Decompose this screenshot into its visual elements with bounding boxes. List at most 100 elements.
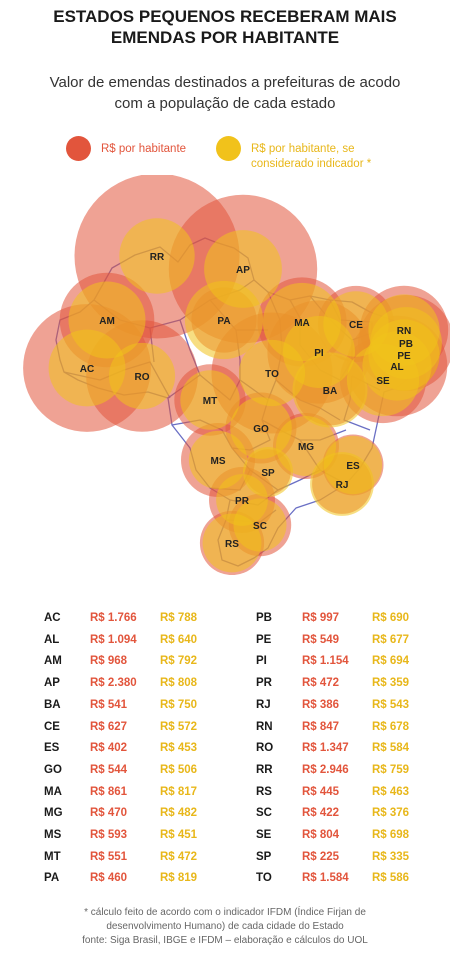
legend-yellow-swatch	[216, 136, 241, 161]
value-per-capita: R$ 225	[302, 850, 340, 863]
value-per-capita: R$ 593	[90, 829, 128, 841]
bubble-with-indicator-sp	[243, 447, 293, 497]
state-label-pi: PI	[314, 348, 324, 359]
state-label-rr: RR	[150, 252, 165, 263]
state-code: MS	[44, 829, 62, 841]
bubble-with-indicator-rr	[119, 218, 195, 294]
page-title: ESTADOS PEQUENOS RECEBERAM MAIS EMENDAS …	[0, 6, 450, 48]
value-with-indicator: R$ 677	[372, 633, 410, 646]
value-per-capita: R$ 968	[90, 655, 128, 668]
state-label-pr: PR	[235, 496, 250, 507]
value-with-indicator: R$ 678	[372, 720, 410, 733]
value-per-capita: R$ 997	[302, 612, 340, 624]
state-label-mg: MG	[298, 442, 314, 453]
value-per-capita: R$ 1.094	[90, 633, 137, 646]
value-with-indicator: R$ 819	[160, 872, 198, 885]
state-label-ro: RO	[135, 372, 150, 383]
value-per-capita: R$ 627	[90, 720, 128, 733]
value-with-indicator: R$ 463	[372, 785, 410, 798]
title-line-1: ESTADOS PEQUENOS RECEBERAM MAIS	[53, 7, 397, 26]
state-label-ap: AP	[236, 265, 250, 276]
value-per-capita: R$ 1.766	[90, 612, 137, 624]
state-label-to: TO	[265, 369, 279, 380]
value-per-capita: R$ 2.380	[90, 677, 137, 690]
legend-red-label: R$ por habitante	[101, 143, 187, 155]
legend-yellow-label-line-1: R$ por habitante, se	[251, 143, 355, 155]
value-with-indicator: R$ 586	[372, 872, 410, 885]
state-label-sc: SC	[253, 521, 267, 532]
value-with-indicator: R$ 808	[160, 677, 198, 690]
value-per-capita: R$ 402	[90, 742, 128, 755]
state-label-mt: MT	[203, 396, 217, 407]
state-label-go: GO	[253, 424, 269, 435]
value-per-capita: R$ 1.347	[302, 742, 349, 755]
value-with-indicator: R$ 817	[160, 785, 198, 798]
value-with-indicator: R$ 788	[160, 612, 198, 624]
value-with-indicator: R$ 694	[372, 655, 410, 668]
value-with-indicator: R$ 376	[372, 807, 410, 820]
bubble-with-indicator-mt	[180, 370, 240, 430]
state-code: MT	[44, 850, 61, 863]
state-label-pa: PA	[217, 316, 230, 327]
value-with-indicator: R$ 472	[160, 850, 198, 863]
value-per-capita: R$ 460	[90, 872, 128, 885]
state-code: AL	[44, 633, 60, 646]
legend-yellow-label-line-2: considerado indicador *	[251, 158, 372, 170]
state-code: PI	[256, 655, 267, 668]
bubble-with-indicator-se	[346, 343, 420, 417]
value-with-indicator: R$ 792	[160, 655, 198, 668]
state-code: PR	[256, 677, 272, 690]
value-with-indicator: R$ 759	[372, 763, 410, 776]
page-subtitle: Valor de emendas destinados a prefeitura…	[10, 72, 440, 114]
title-line-2: EMENDAS POR HABITANTE	[110, 28, 340, 47]
value-with-indicator: R$ 572	[160, 720, 198, 733]
value-per-capita: R$ 544	[90, 763, 128, 776]
bubble-with-indicator-ro	[108, 342, 176, 410]
state-code: ES	[44, 742, 60, 755]
state-label-rn: RN	[397, 326, 411, 337]
subtitle-line-2: com a população de cada estado	[114, 95, 336, 112]
bubble-with-indicator-am	[68, 281, 146, 359]
state-code: PA	[44, 872, 60, 885]
bubble-layer	[23, 175, 450, 575]
state-label-se: SE	[376, 376, 390, 387]
state-label-sp: SP	[261, 468, 275, 479]
state-label-ce: CE	[349, 320, 363, 331]
value-per-capita: R$ 549	[302, 633, 340, 646]
value-with-indicator: R$ 690	[372, 612, 410, 624]
state-code: RR	[256, 763, 273, 776]
state-label-ma: MA	[294, 318, 310, 329]
state-label-rs: RS	[225, 539, 239, 550]
state-code: RJ	[256, 698, 271, 711]
legend-red-swatch	[66, 136, 91, 161]
value-with-indicator: R$ 451	[160, 829, 198, 841]
value-per-capita: R$ 1.154	[302, 655, 349, 668]
state-label-ms: MS	[211, 456, 226, 467]
value-per-capita: R$ 472	[302, 677, 340, 690]
value-per-capita: R$ 2.946	[302, 763, 349, 776]
value-with-indicator: R$ 640	[160, 633, 198, 646]
bubble-with-indicator-ms	[188, 430, 248, 490]
state-label-ba: BA	[323, 386, 337, 397]
value-per-capita: R$ 804	[302, 829, 340, 841]
state-code: SP	[256, 850, 272, 863]
value-with-indicator: R$ 750	[160, 698, 198, 711]
value-per-capita: R$ 1.584	[302, 872, 349, 885]
bubble-with-indicator-pa	[184, 280, 264, 360]
footnote: * cálculo feito de acordo com o indicado…	[20, 906, 430, 948]
value-per-capita: R$ 541	[90, 698, 128, 711]
value-with-indicator: R$ 584	[372, 742, 410, 755]
state-label-pe: PE	[397, 351, 411, 362]
value-with-indicator: R$ 543	[372, 698, 410, 711]
state-code: SC	[256, 807, 272, 820]
state-code: TO	[256, 872, 272, 885]
state-code: BA	[44, 698, 61, 711]
state-label-es: ES	[346, 461, 360, 472]
state-code: GO	[44, 763, 62, 776]
value-per-capita: R$ 445	[302, 785, 340, 798]
state-code: MG	[44, 807, 63, 820]
footnote-line-3: fonte: Siga Brasil, IBGE e IFDM – elabor…	[82, 935, 368, 946]
footnote-line-2: desenvolvimento Humano) de cada cidade d…	[106, 921, 344, 932]
state-label-al: AL	[390, 362, 403, 373]
